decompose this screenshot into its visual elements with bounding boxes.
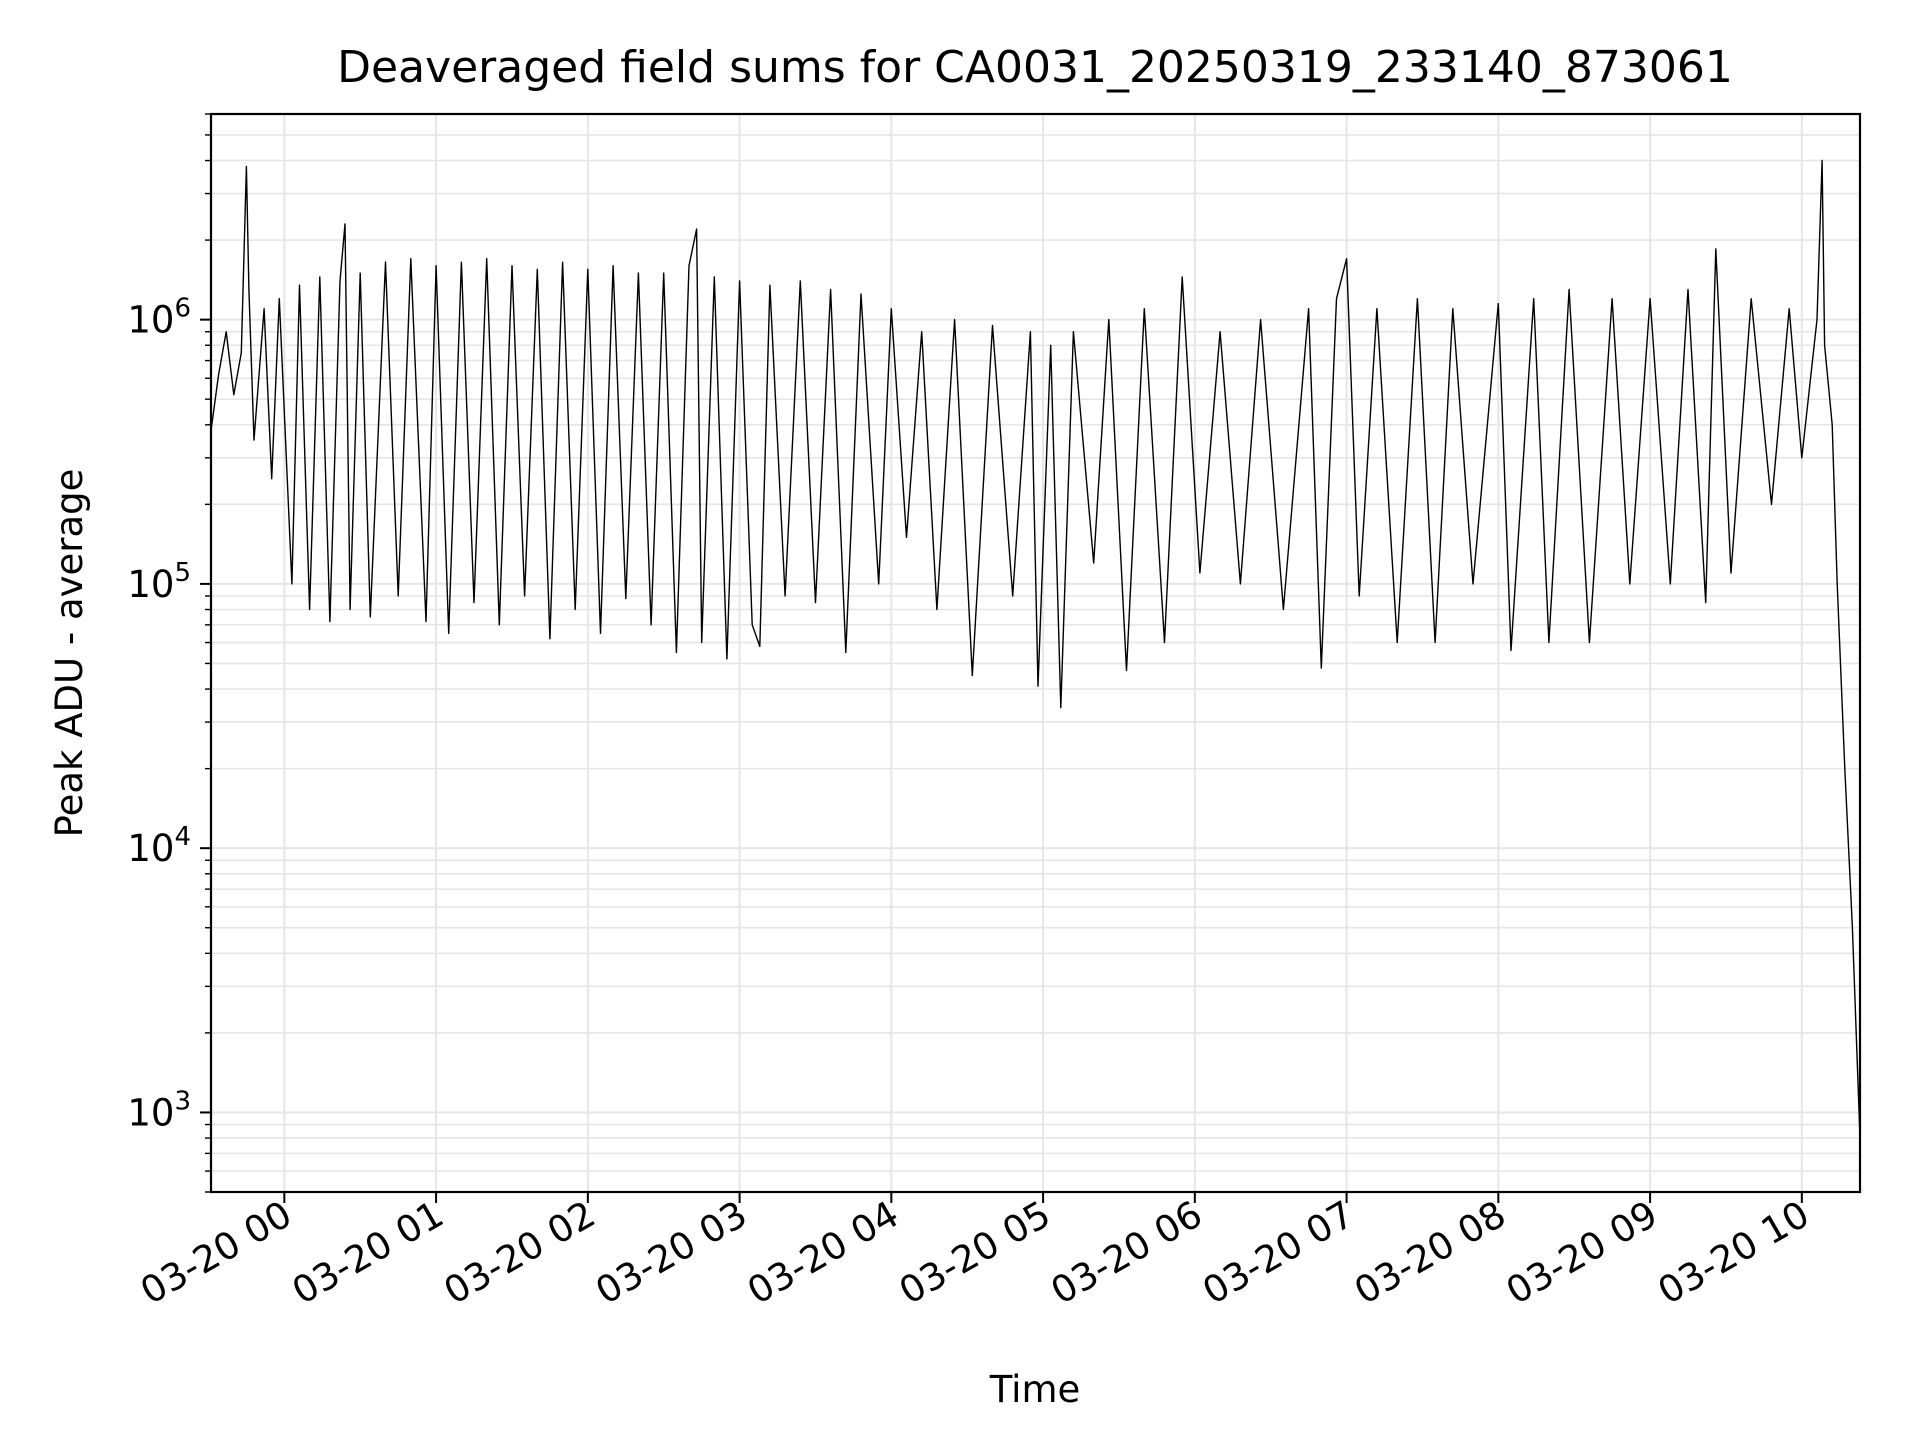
y-axis-label: Peak ADU - average bbox=[48, 469, 91, 838]
y-tick-label: 104 bbox=[127, 822, 191, 870]
y-tick-label: 103 bbox=[127, 1086, 191, 1134]
x-axis-label: Time bbox=[989, 1368, 1081, 1411]
data-series-line bbox=[210, 159, 1861, 1139]
y-tick-label: 105 bbox=[127, 558, 191, 606]
chart-title: Deaveraged field sums for CA0031_2025031… bbox=[337, 42, 1733, 93]
grid-layer bbox=[211, 113, 1860, 1193]
y-tick-label: 106 bbox=[127, 294, 191, 342]
plot-frame bbox=[209, 112, 1862, 1194]
series-layer bbox=[210, 159, 1861, 1139]
